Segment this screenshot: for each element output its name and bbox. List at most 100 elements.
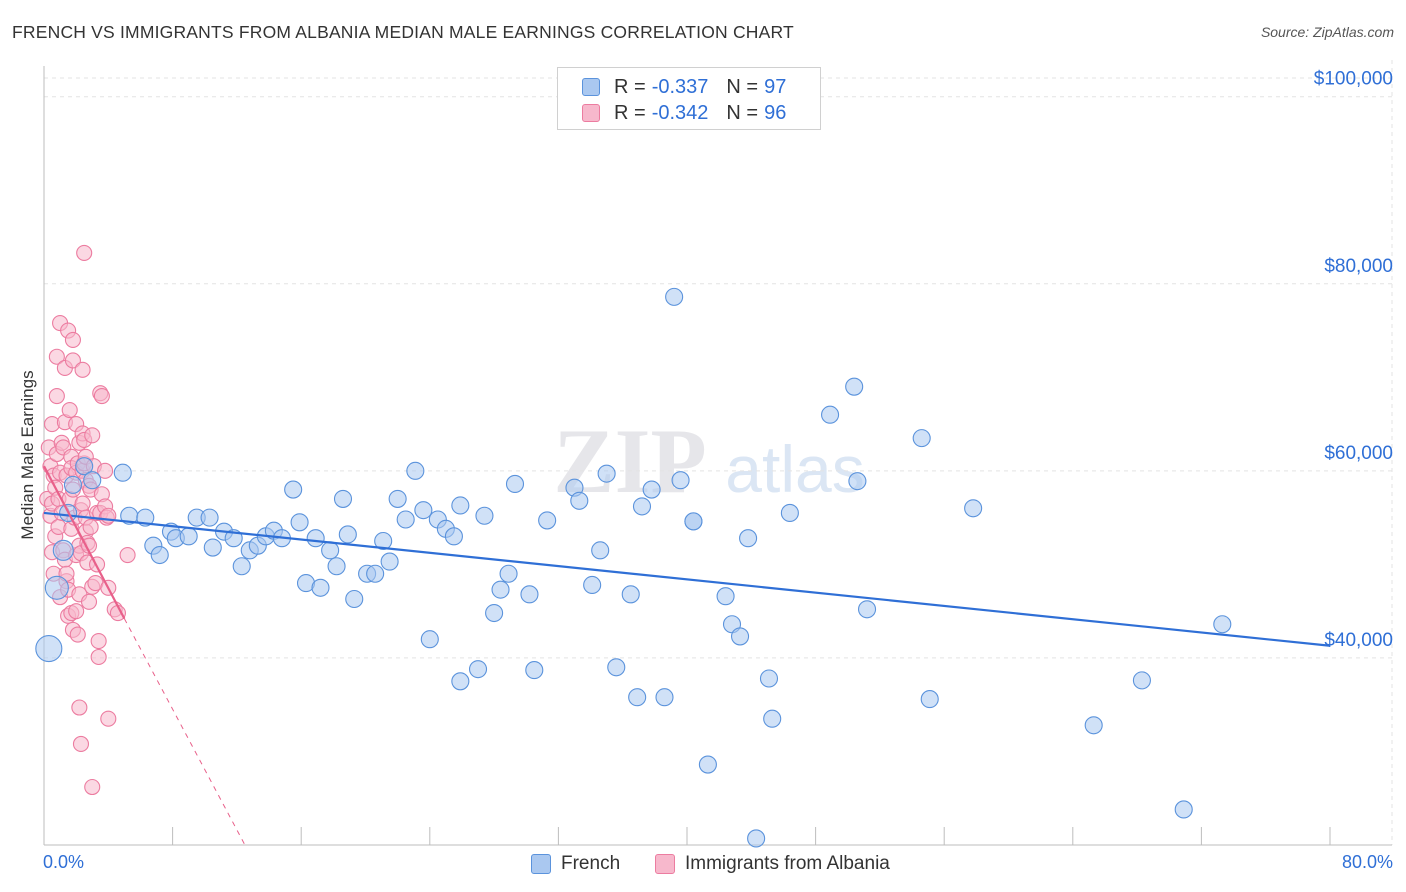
french-point xyxy=(75,457,94,476)
french-point xyxy=(747,829,766,848)
french-point xyxy=(628,688,647,707)
french-point xyxy=(388,489,407,508)
french-point xyxy=(1174,800,1193,819)
french-point xyxy=(35,635,63,663)
french-point xyxy=(684,512,703,531)
french-point xyxy=(739,529,758,548)
french-point xyxy=(763,709,782,728)
albania-point xyxy=(74,495,91,512)
bottom-legend-french[interactable]: French xyxy=(531,852,620,876)
french-point xyxy=(759,669,779,688)
french-point xyxy=(327,557,346,576)
french-point xyxy=(396,510,415,529)
french-point xyxy=(632,497,652,516)
french-point xyxy=(857,600,877,619)
legend-n-label: N = xyxy=(726,75,759,98)
french-point xyxy=(730,627,750,646)
french-point xyxy=(366,564,385,583)
albania-point xyxy=(64,352,81,369)
french-point xyxy=(591,541,610,560)
watermark: ZIP atlas xyxy=(553,410,864,512)
french-point xyxy=(374,531,393,551)
french-point xyxy=(113,463,132,482)
albania-point xyxy=(93,387,110,405)
french-point xyxy=(642,480,661,499)
albania-point xyxy=(90,648,107,666)
trend-lines xyxy=(43,465,1331,846)
french-point xyxy=(698,755,717,774)
bottom-legend-label-french: French xyxy=(561,853,621,874)
french-point xyxy=(451,672,470,691)
french-point xyxy=(499,564,518,583)
french-point xyxy=(525,661,544,680)
french-point xyxy=(491,580,510,599)
bottom-legend-swatch-french xyxy=(531,854,551,874)
french-point xyxy=(83,471,102,490)
french-point xyxy=(444,527,463,546)
albania-point xyxy=(80,593,98,610)
french-point xyxy=(345,589,364,609)
french-point xyxy=(583,575,602,595)
french-point xyxy=(451,496,470,515)
french-point xyxy=(505,474,525,493)
french-point xyxy=(671,471,690,490)
y-axis-label: Median Male Earnings xyxy=(18,370,37,540)
y-tick-labels: $40,000 $60,000 $80,000 $100,000 xyxy=(1314,69,1393,651)
french-point xyxy=(821,405,840,424)
french-point xyxy=(520,585,539,604)
french-point xyxy=(380,552,399,571)
albania-point xyxy=(64,331,81,348)
french-point xyxy=(338,525,357,544)
french-point xyxy=(290,513,309,532)
french-point xyxy=(203,538,222,557)
legend-swatch-french xyxy=(582,78,600,96)
y-tick-label: $80,000 xyxy=(1324,256,1393,277)
y-tick-label: $100,000 xyxy=(1314,69,1393,90)
french-point xyxy=(621,585,640,604)
french-point xyxy=(420,630,439,649)
y-tick-label: $40,000 xyxy=(1324,630,1393,651)
french-point xyxy=(414,501,433,520)
chart-title: FRENCH VS IMMIGRANTS FROM ALBANIA MEDIAN… xyxy=(12,22,794,42)
stats-legend: R = -0.337 N = 97 R = -0.342 N = 96 xyxy=(557,67,821,130)
french-point xyxy=(44,575,69,600)
albania-point xyxy=(69,626,86,643)
french-point xyxy=(468,660,488,679)
french-point xyxy=(321,541,340,560)
legend-r-value-albania: -0.342 xyxy=(651,101,709,124)
french-point xyxy=(475,506,494,525)
albania-point xyxy=(119,546,136,564)
french-point xyxy=(179,527,198,546)
y-tick-label: $60,000 xyxy=(1324,443,1393,464)
legend-r-label: R = xyxy=(614,101,646,124)
albania-point xyxy=(84,427,101,444)
bottom-legend-albania[interactable]: Immigrants from Albania xyxy=(655,852,890,876)
axes xyxy=(43,66,1392,846)
albania-point xyxy=(90,633,107,650)
french-point xyxy=(406,461,425,480)
french-point xyxy=(485,603,504,623)
french-point xyxy=(150,545,169,565)
french-point xyxy=(284,480,303,499)
french-point xyxy=(538,511,557,530)
french-point xyxy=(597,464,616,483)
french-point xyxy=(1132,671,1151,690)
french-point xyxy=(964,499,983,518)
legend-r-value-french: -0.337 xyxy=(651,75,709,98)
albania-point xyxy=(74,361,91,378)
french-point xyxy=(1084,716,1103,735)
legend-n-value-french: 97 xyxy=(764,75,787,98)
french-point xyxy=(311,578,330,597)
legend-swatch-albania xyxy=(582,104,600,122)
french-point xyxy=(780,503,799,522)
albania-point xyxy=(68,603,85,620)
source-credit: Source: ZipAtlas.com xyxy=(1260,24,1394,40)
albania-point xyxy=(48,387,65,405)
albania-point xyxy=(76,244,93,261)
french-point xyxy=(848,472,867,491)
watermark-atlas: atlas xyxy=(725,432,864,506)
legend-n-value-albania: 96 xyxy=(764,101,787,124)
grid-lines xyxy=(44,60,1393,845)
french-point xyxy=(333,489,353,508)
